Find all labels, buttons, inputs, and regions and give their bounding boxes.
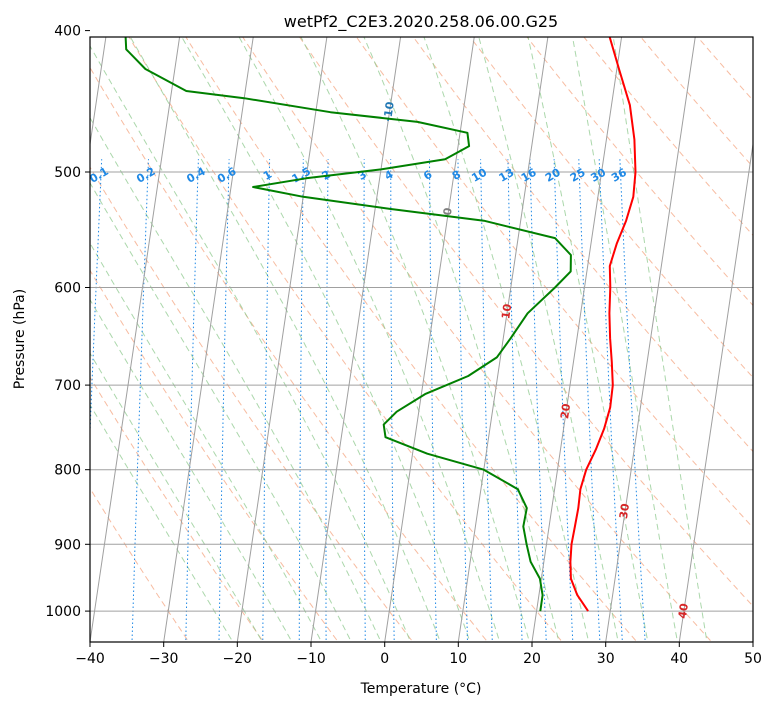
mixing-ratio-line — [325, 159, 329, 642]
mixing-ratio-line — [457, 159, 469, 642]
y-axis: 1002003004005006007008009001000 — [45, 24, 90, 620]
x-tick-label: −30 — [149, 651, 179, 667]
mixing-ratio-line — [429, 159, 437, 642]
x-axis-label: Temperature (°C) — [360, 681, 482, 697]
dry-adiabat-line — [469, 37, 753, 379]
mixing-ratio-line — [363, 159, 366, 642]
mixing-ratio-line — [619, 159, 646, 642]
mixing-ratio-line — [131, 159, 149, 642]
mixing-ratio-line — [480, 159, 493, 642]
y-tick-label: 800 — [54, 463, 81, 479]
moist-adiabat-line — [300, 37, 530, 642]
dry-adiabat-line — [412, 37, 753, 453]
isotherm-line — [678, 140, 753, 642]
isotherm-label: 0 — [441, 206, 455, 216]
x-tick-label: 0 — [380, 651, 389, 667]
isotherm-label: 40 — [676, 602, 691, 619]
isotherm-label: 20 — [558, 402, 573, 419]
isotherm-line — [236, 37, 328, 642]
mixing-ratio-line — [390, 159, 395, 642]
y-tick-label: 1000 — [45, 604, 81, 620]
moist-adiabat-line — [423, 37, 590, 642]
dry-adiabat-line — [90, 166, 414, 642]
profile-lines — [124, 37, 637, 612]
y-tick-label: 400 — [54, 24, 81, 40]
y-axis-label: Pressure (hPa) — [12, 289, 28, 389]
mixing-ratio-line — [262, 159, 271, 642]
dry-adiabat-line — [90, 487, 190, 642]
x-tick-label: 50 — [744, 651, 762, 667]
mixing-ratio-line — [185, 159, 199, 642]
dry-adiabats — [90, 37, 753, 642]
y-tick-label: 600 — [54, 281, 81, 297]
y-tick-label: 700 — [54, 378, 81, 394]
isotherm-label: 10 — [499, 303, 514, 320]
isotherm-line — [310, 37, 402, 642]
isotherm-line — [163, 37, 254, 642]
dry-adiabat-line — [90, 66, 489, 642]
mixing-ratio-line — [218, 159, 230, 642]
isotherm-label: 30 — [617, 502, 632, 519]
y-tick-label: 500 — [54, 165, 81, 181]
mixing-ratio-line — [90, 159, 103, 446]
mixing-ratio-line — [298, 159, 304, 642]
x-tick-label: 20 — [523, 651, 541, 667]
x-tick-label: −40 — [75, 651, 105, 667]
isotherm-line — [384, 37, 475, 642]
mixing-ratio-line — [578, 159, 601, 642]
mixing-ratio-line — [507, 159, 523, 642]
plot-frame — [89, 36, 754, 643]
dry-adiabat-line — [185, 37, 638, 642]
x-tick-label: −10 — [296, 651, 326, 667]
isotherm-label: -10 — [381, 101, 397, 123]
x-tick-label: 30 — [597, 651, 615, 667]
chart-title: wetPf2_C2E3.2020.258.06.00.G25 — [284, 12, 558, 32]
isotherm-line — [90, 37, 181, 642]
isotherm-line — [457, 37, 549, 642]
isotherm-grid — [90, 37, 753, 642]
mixing-ratio-line — [529, 159, 547, 642]
x-tick-label: −20 — [223, 651, 253, 667]
x-tick-label: 10 — [449, 651, 467, 667]
plot-area: -100-90-80-70-60-50-40-30-20-10010203040… — [90, 37, 753, 642]
dry-adiabat-line — [128, 37, 563, 642]
x-axis: −40 −30 −20 −10 0 10 20 30 40 50 — [75, 642, 762, 667]
isotherm-line — [531, 37, 623, 642]
mixing-ratio-line — [598, 159, 623, 642]
mixing-ratio-lines — [90, 159, 646, 642]
dry-adiabat-line — [355, 37, 753, 529]
temperature-profile — [569, 37, 637, 612]
isobar-grid — [90, 171, 753, 612]
mixing-ratio-line — [553, 159, 574, 642]
moist-adiabat-line — [90, 242, 323, 642]
dry-adiabat-line — [298, 37, 753, 607]
isotherm-line — [605, 37, 696, 642]
y-tick-label: 900 — [54, 537, 81, 553]
x-tick-label: 40 — [670, 651, 688, 667]
dewpoint-profile — [124, 37, 572, 612]
